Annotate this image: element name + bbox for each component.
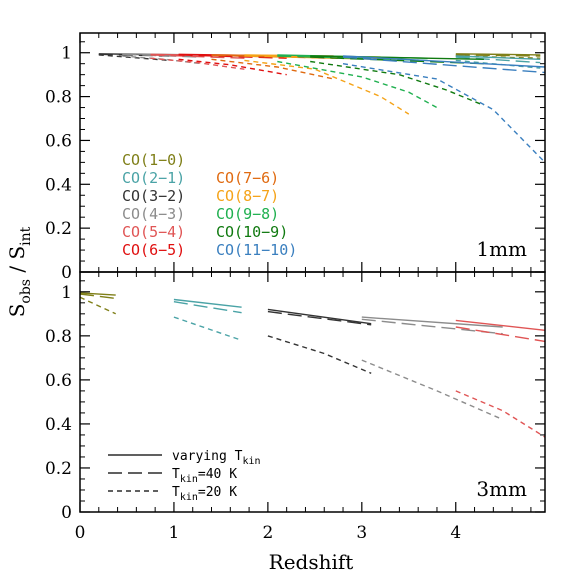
series-line-long	[342, 56, 546, 74]
series-line-short	[211, 58, 334, 80]
legend-entry: CO(8−7)	[216, 187, 279, 205]
series-line-short	[342, 63, 546, 163]
series-line-long	[178, 54, 287, 59]
style-legend-label: Tkin=40 K	[172, 467, 237, 485]
y-tick-label: 0.4	[45, 415, 72, 435]
series-line-short	[98, 54, 170, 62]
legend-entry: CO(9−8)	[216, 205, 279, 223]
series-line-short	[277, 60, 438, 109]
y-tick-label: 0.2	[45, 459, 72, 479]
series-line-short	[150, 57, 245, 70]
series-line-solid	[455, 53, 541, 56]
x-tick-label: 3	[356, 523, 367, 543]
x-tick-label: 1	[169, 523, 180, 543]
series-line-short	[173, 316, 242, 341]
y-tick-label: 0.6	[45, 131, 72, 151]
legend-entry: CO(2−1)	[122, 169, 185, 187]
series-line-solid	[79, 292, 116, 296]
series-line-short	[267, 335, 372, 374]
series-line-long	[455, 56, 541, 64]
series-line-solid	[455, 55, 541, 60]
panel-tag: 1mm	[476, 237, 527, 261]
series-line-solid	[342, 55, 546, 68]
y-tick-label: 1	[61, 44, 72, 64]
y-tick-label: 0.8	[45, 327, 72, 347]
legend-entry: CO(6−5)	[122, 241, 185, 259]
series-line-long	[361, 318, 503, 335]
x-tick-label: 0	[75, 523, 86, 543]
y-tick-label: 1	[61, 283, 72, 303]
legend-entry: CO(10−9)	[216, 223, 288, 241]
series-line-solid	[173, 298, 242, 308]
panel-tag: 3mm	[476, 477, 527, 501]
x-tick-label: 4	[450, 523, 461, 543]
y-tick-label: 0.8	[45, 88, 72, 108]
series-line-short	[178, 58, 287, 76]
series-line-short	[361, 359, 503, 421]
legend-entry: CO(7−6)	[216, 169, 279, 187]
series-line-long	[173, 301, 242, 314]
panel-frame	[79, 271, 546, 513]
legend-entry: CO(11−10)	[216, 241, 297, 259]
panel-1mm: 1mmCO(1−0)CO(2−1)CO(3−2)CO(4−3)CO(5−4)CO…	[98, 53, 546, 261]
style-legend-label: varying Tkin	[172, 449, 261, 467]
y-axis-title: Sobs / Sint	[5, 226, 34, 317]
y-axis-label-text: Sobs / Sint	[5, 226, 34, 317]
series-line-long	[150, 54, 245, 59]
legend-entry: CO(1−0)	[122, 151, 185, 169]
series-line-long	[455, 326, 546, 343]
x-tick-label: 2	[262, 523, 273, 543]
series-line-solid	[310, 55, 484, 60]
series-line-short	[310, 60, 485, 107]
series-line-long	[455, 54, 541, 57]
series-line-short	[455, 390, 546, 438]
series-line-long	[98, 53, 170, 57]
series-line-solid	[267, 308, 372, 325]
series-line-solid	[455, 319, 546, 331]
legend-entry: CO(4−3)	[122, 205, 185, 223]
y-tick-label: 0.4	[45, 175, 72, 195]
y-tick-label: 0	[61, 263, 72, 283]
legend-entry: CO(5−4)	[122, 223, 185, 241]
series-line-long	[79, 293, 116, 300]
y-tick-label: 0.2	[45, 219, 72, 239]
series-line-long	[122, 53, 203, 58]
style-legend-label: Tkin=20 K	[172, 485, 237, 503]
series-line-solid	[361, 316, 503, 328]
y-tick-label: 0	[61, 503, 72, 523]
series-line-short	[244, 59, 410, 115]
series-line-short	[79, 296, 116, 315]
series-line-long	[267, 310, 372, 326]
x-axis-title: Redshift	[269, 550, 354, 574]
y-tick-label: 0.6	[45, 371, 72, 391]
legend-entry: CO(3−2)	[122, 187, 185, 205]
